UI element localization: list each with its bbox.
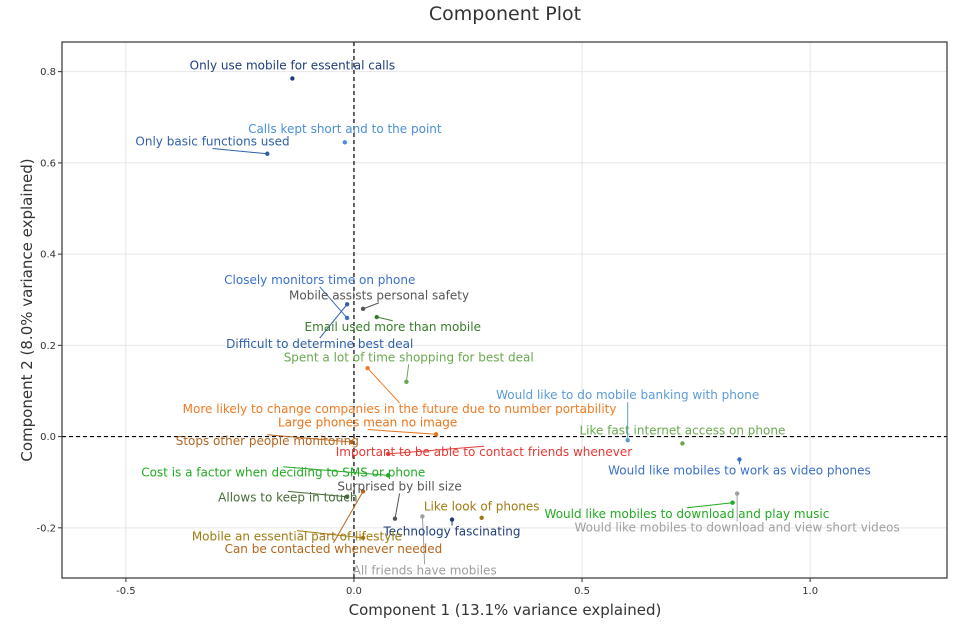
data-point bbox=[734, 491, 740, 496]
label-leader-line bbox=[686, 502, 733, 509]
label-leader-line bbox=[367, 429, 437, 435]
data-point bbox=[420, 514, 425, 519]
x-axis-ticks: -0.5 0.0 0.5 1.0 bbox=[116, 578, 818, 597]
label-leader-line bbox=[388, 445, 485, 455]
data-point bbox=[344, 315, 350, 321]
point-label: Stops other people monitoring bbox=[176, 434, 359, 448]
point-label: Large phones mean no image bbox=[278, 416, 457, 430]
data-point bbox=[360, 489, 366, 494]
data-point bbox=[680, 441, 685, 446]
label-leader-line bbox=[287, 490, 348, 498]
y-axis-label: Component 2 (8.0% variance explained) bbox=[18, 158, 36, 461]
data-point bbox=[365, 365, 370, 371]
grid bbox=[62, 42, 947, 578]
reference-lines bbox=[62, 42, 947, 578]
data-point bbox=[342, 140, 348, 145]
data-point bbox=[360, 306, 366, 312]
point-label: Technology fascinating bbox=[383, 525, 521, 539]
data-points bbox=[265, 76, 742, 541]
y-tick-label: -0.2 bbox=[36, 523, 56, 534]
point-label: Cost is a factor when deciding to SMS or… bbox=[141, 466, 425, 480]
data-point bbox=[374, 314, 379, 320]
y-axis-ticks: -0.2 0.0 0.2 0.4 0.6 0.8 bbox=[36, 67, 62, 534]
label-leader-line bbox=[394, 493, 401, 519]
label-leader-line bbox=[332, 491, 364, 544]
point-labels: Only use mobile for essential calls Calls… bbox=[135, 58, 899, 577]
label-leader-line bbox=[296, 530, 364, 539]
x-axis-label: Component 1 (13.1% variance explained) bbox=[349, 601, 662, 619]
label-leader-line bbox=[405, 364, 410, 382]
y-tick-label: 0.8 bbox=[40, 67, 56, 78]
point-label: Would like to do mobile banking with pho… bbox=[496, 388, 759, 402]
label-leader-line bbox=[319, 286, 348, 319]
data-point bbox=[344, 494, 350, 500]
point-label: Would like mobiles to download and view … bbox=[575, 520, 900, 534]
label-leader-line bbox=[212, 148, 268, 155]
label-leader-line bbox=[376, 316, 393, 322]
plot-frame bbox=[61, 41, 948, 579]
y-tick-label: 0.0 bbox=[40, 432, 56, 443]
y-tick-label: 0.4 bbox=[40, 250, 56, 261]
data-point bbox=[290, 76, 295, 81]
data-point bbox=[385, 473, 391, 478]
point-label: Surprised by bill size bbox=[337, 479, 461, 493]
data-point bbox=[433, 432, 439, 437]
label-leader-line bbox=[367, 367, 400, 404]
point-label: Closely monitors time on phone bbox=[224, 273, 415, 287]
chart-title: Component Plot bbox=[429, 3, 581, 25]
label-leader-lines bbox=[212, 148, 740, 565]
point-label: Can be contacted whenever needed bbox=[225, 542, 443, 556]
point-label: Like look of phones bbox=[424, 499, 540, 513]
point-label: More likely to change companies in the f… bbox=[183, 402, 617, 416]
point-label: Mobile assists personal safety bbox=[289, 289, 469, 303]
point-label: Mobile an essential part of lifestyle bbox=[192, 530, 402, 544]
label-leader-line bbox=[421, 516, 426, 565]
label-leader-line bbox=[283, 466, 389, 476]
data-point bbox=[344, 302, 350, 307]
data-point bbox=[449, 517, 455, 522]
point-label: Allows to keep in touch bbox=[218, 490, 357, 504]
x-tick-label: 1.0 bbox=[802, 586, 818, 597]
point-label: Difficult to determine best deal bbox=[226, 337, 413, 351]
x-tick-label: 0.0 bbox=[346, 586, 362, 597]
y-tick-label: 0.6 bbox=[40, 158, 56, 169]
point-label: Email used more than mobile bbox=[305, 320, 481, 334]
data-point bbox=[730, 500, 735, 505]
data-point bbox=[737, 457, 742, 462]
point-label: Only use mobile for essential calls bbox=[190, 58, 395, 72]
data-point bbox=[479, 515, 484, 520]
y-tick-label: 0.2 bbox=[40, 341, 56, 352]
point-label: Would like mobiles to work as video phon… bbox=[608, 463, 871, 477]
x-tick-label: 0.5 bbox=[574, 586, 590, 597]
data-point bbox=[385, 451, 391, 457]
point-label: All friends have mobiles bbox=[353, 563, 497, 577]
data-point bbox=[392, 516, 398, 521]
data-point bbox=[625, 438, 630, 443]
data-point bbox=[265, 151, 270, 156]
data-point bbox=[349, 439, 354, 445]
label-leader-line bbox=[267, 434, 352, 443]
point-label: Spent a lot of time shopping for best de… bbox=[284, 350, 534, 364]
point-label: Important to be able to contact friends … bbox=[336, 445, 633, 459]
label-leader-line bbox=[319, 303, 348, 339]
label-leader-line bbox=[362, 302, 380, 310]
point-label: Calls kept short and to the point bbox=[248, 122, 442, 136]
point-label: Like fast internet access on phone bbox=[579, 423, 785, 437]
data-point bbox=[404, 379, 409, 385]
data-point bbox=[360, 535, 366, 541]
point-label: Only basic functions used bbox=[135, 135, 289, 149]
point-label: Would like mobiles to download and play … bbox=[545, 507, 830, 521]
x-tick-label: -0.5 bbox=[116, 586, 136, 597]
